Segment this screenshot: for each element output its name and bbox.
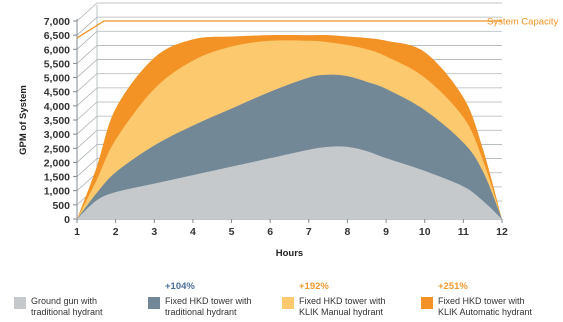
y-tick-label: 4,000 [44,101,70,113]
y-tick-label: 1,000 [44,186,70,198]
y-tick-label: 4,500 [44,87,70,99]
legend-swatch-klik-manual [282,297,294,309]
legend: Ground gun with traditional hydrant +104%… [0,281,563,322]
y-tick-label: 0 [64,214,70,226]
legend-swatch-hkd-traditional [148,297,160,309]
y-tick-label: 3,000 [44,129,70,141]
legend-label-klik-automatic: Fixed HKD tower with KLIK Automatic hydra… [438,296,533,317]
x-tick-label: 12 [496,226,508,238]
y-tick-label: 500 [52,200,70,212]
legend-swatch-klik-automatic [421,297,433,309]
x-tick-label: 8 [345,226,351,238]
system-capacity-label: System Capacity [487,17,559,28]
y-axis-title: GPM of System [18,85,29,155]
x-tick-label: 2 [113,226,119,238]
x-tick-label: 9 [383,226,389,238]
legend-label-klik-manual: Fixed HKD tower with KLIK Manual hydrant [299,296,386,317]
x-tick-label: 11 [458,226,469,238]
legend-pct-hkd-traditional: +104% [165,281,195,292]
y-tick-label: 6,000 [44,44,70,56]
y-tick-label: 6,500 [44,30,70,42]
legend-label-hkd-traditional: Fixed HKD tower with traditional hydrant [165,296,252,317]
y-tick-label: 5,000 [44,73,70,85]
legend-pct-klik-automatic: +251% [438,281,468,292]
y-tick-label: 3,500 [44,115,70,127]
y-tick-label: 2,500 [44,143,70,155]
x-tick-label: 1 [74,226,80,238]
x-axis-title: Hours [276,248,303,259]
area-ground-gun-with-traditional-hydrant [77,146,502,219]
x-tick-label: 7 [306,226,312,238]
system-capacity-line [76,20,502,39]
y-tick-label: 7,000 [44,16,70,28]
x-tick-label: 3 [151,226,157,238]
legend-pct-klik-manual: +192% [299,281,329,292]
gridline [76,2,502,22]
gridline [76,16,502,36]
x-tick-label: 6 [267,226,273,238]
x-tick-label: 5 [229,226,235,238]
legend-label-ground-gun: Ground gun with traditional hydrant [31,296,103,317]
x-tick-label: 10 [419,226,431,238]
x-tick-label: 4 [190,226,196,238]
y-tick-label: 2,000 [44,157,70,169]
legend-swatch-ground-gun [14,297,26,309]
y-tick-label: 1,500 [44,172,70,184]
y-tick-label: 5,500 [44,58,70,70]
